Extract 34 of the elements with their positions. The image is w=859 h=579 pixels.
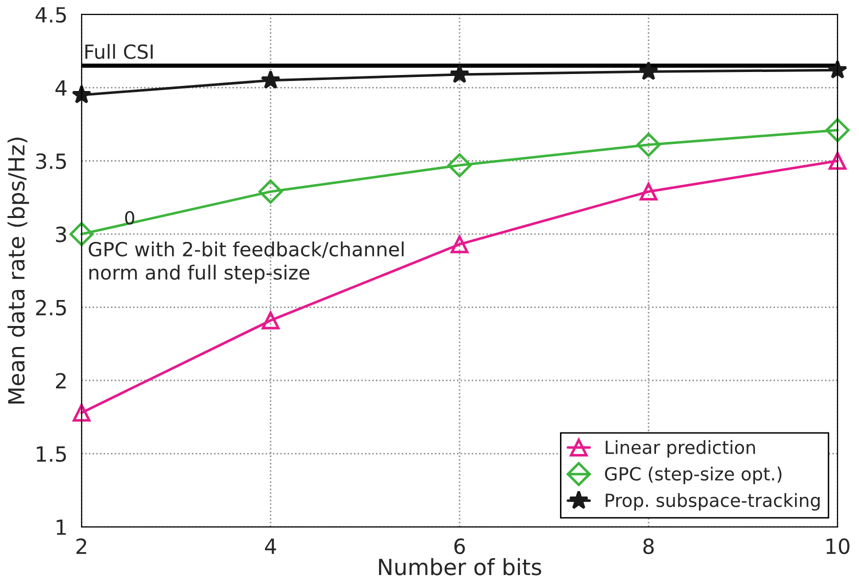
point <box>828 60 848 79</box>
annotation: 0 <box>125 211 134 225</box>
y-tick-label: 3.5 <box>36 153 66 170</box>
point <box>638 61 658 80</box>
x-tick-label: 8 <box>643 538 654 554</box>
point <box>450 64 470 84</box>
x-tick-label: 6 <box>454 538 465 554</box>
legend-label: Linear prediction <box>606 440 755 458</box>
y-axis-title: Mean data rate (bps/Hz) <box>8 138 30 404</box>
y-tick-label: 1.5 <box>36 446 66 462</box>
point <box>260 70 280 89</box>
y-tick-label: 3 <box>56 226 66 242</box>
y-tick-label: 2.5 <box>36 300 66 316</box>
point <box>828 152 846 170</box>
point <box>448 153 472 178</box>
x-tick-label: 2 <box>76 538 86 554</box>
x-tick-label: 4 <box>264 538 276 554</box>
point <box>636 132 661 157</box>
legend-label: GPC (step-size opt.) <box>605 466 782 484</box>
y-tick-label: 1 <box>56 520 66 535</box>
point <box>640 182 658 201</box>
legend-label: Prop. subspace-tracking <box>606 493 820 511</box>
point <box>262 312 280 330</box>
y-tick-label: 4 <box>55 80 67 96</box>
y-tick-label: 4.5 <box>36 7 66 23</box>
x-tick-label: 10 <box>826 538 850 554</box>
y-tick-label: 2 <box>56 372 66 388</box>
ref-line-label: Full CSI <box>85 44 153 60</box>
point <box>825 118 850 142</box>
point <box>450 235 468 254</box>
x-axis-title: Number of bits <box>379 558 542 576</box>
point <box>258 180 283 204</box>
annotation: GPC with 2-bit feedback/channel norm and full step-size <box>88 241 404 284</box>
point <box>72 404 90 422</box>
